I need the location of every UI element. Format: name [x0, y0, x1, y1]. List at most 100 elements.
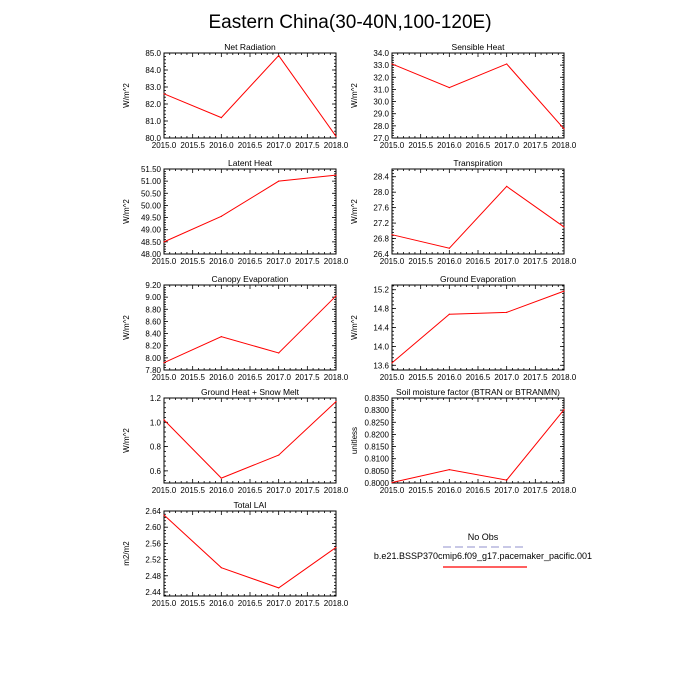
y-axis-label: W/m^2	[122, 315, 131, 340]
y-tick-label: 2.64	[145, 507, 161, 516]
y-tick-label: 34.0	[373, 49, 389, 58]
x-tick-label: 2016.5	[238, 257, 263, 266]
plot-frame	[163, 52, 337, 139]
data-point	[563, 226, 565, 228]
series-line	[163, 174, 337, 243]
x-tick-label: 2016.0	[209, 141, 234, 150]
y-tick-label: 26.4	[373, 250, 389, 259]
y-tick-label: 80.0	[145, 134, 161, 143]
series-line	[163, 514, 337, 589]
y-tick-label: 1.2	[150, 394, 162, 403]
data-point	[563, 128, 565, 130]
x-tick-label: 2015.5	[180, 373, 205, 382]
data-point	[506, 479, 508, 481]
x-tick-label: 2017.5	[295, 599, 320, 608]
y-tick-label: 28.0	[373, 188, 389, 197]
series-line	[391, 409, 565, 483]
x-tick-label: 2017.5	[523, 257, 548, 266]
y-tick-label: 28.0	[373, 122, 389, 131]
x-tick-label: 2015.0	[152, 141, 177, 150]
y-tick-label: 84.0	[145, 66, 161, 75]
x-tick-label: 2017.5	[295, 141, 320, 150]
y-tick-label: 0.6	[150, 467, 162, 476]
data-point	[563, 409, 565, 411]
x-tick-label: 2017.0	[494, 373, 519, 382]
x-tick-label: 2015.5	[408, 141, 433, 150]
x-tick-label: 2018.0	[552, 486, 577, 495]
x-tick-label: 2017.0	[266, 141, 291, 150]
data-point	[220, 567, 222, 569]
data-point	[448, 87, 450, 89]
y-tick-label: 27.6	[373, 204, 389, 213]
x-tick-label: 2015.5	[408, 373, 433, 382]
x-tick-label: 2015.0	[380, 486, 405, 495]
x-tick-label: 2016.0	[437, 141, 462, 150]
data-point	[335, 546, 337, 549]
panel-total-lai: Total LAI 2015.0 2015.5 2016.0 2016.5 2017.0 2…	[122, 500, 349, 608]
x-tick-label: 2015.0	[152, 257, 177, 266]
data-point	[163, 362, 165, 364]
x-tick-label: 2018.0	[552, 141, 577, 150]
x-tick-label: 2018.0	[324, 257, 349, 266]
y-tick-label: 83.0	[145, 83, 161, 92]
y-tick-label: 0.8300	[365, 406, 390, 415]
y-tick-label: 26.8	[373, 235, 389, 244]
data-point	[563, 290, 565, 292]
x-tick-label: 2017.0	[266, 257, 291, 266]
y-tick-label: 0.8150	[365, 443, 390, 452]
panel-ground-heat-snow-melt: Ground Heat + Snow Melt 2015.0 2015.5 2016.…	[122, 387, 349, 495]
data-point	[335, 295, 337, 297]
plot-frame	[163, 397, 337, 484]
data-point	[448, 247, 450, 249]
data-point	[506, 63, 508, 65]
x-tick-label: 2017.5	[295, 486, 320, 495]
data-point	[448, 313, 450, 315]
y-axis-label: unitless	[350, 427, 359, 454]
y-tick-label: 8.00	[145, 354, 161, 363]
panel-soil-moisture-factor-btran-or-btranmn: Soil moisture factor (BTRAN or BTRANMN) 2…	[350, 387, 577, 495]
y-tick-label: 0.8350	[365, 394, 390, 403]
x-tick-label: 2017.0	[266, 373, 291, 382]
y-tick-label: 13.6	[373, 361, 389, 370]
data-point	[278, 587, 280, 589]
y-axis-label: W/m^2	[350, 199, 359, 224]
x-tick-label: 2017.5	[295, 373, 320, 382]
data-point	[220, 117, 222, 119]
y-tick-label: 14.4	[373, 324, 389, 333]
y-axis-label: m2/m2	[122, 541, 131, 566]
panel-title: Ground Evaporation	[440, 274, 516, 284]
data-point	[220, 215, 222, 217]
y-tick-label: 9.00	[145, 293, 161, 302]
y-axis-label: W/m^2	[122, 199, 131, 224]
panel-title: Ground Heat + Snow Melt	[201, 387, 300, 397]
y-tick-label: 0.8200	[365, 430, 390, 439]
data-point	[335, 174, 337, 176]
y-tick-label: 0.8000	[365, 479, 390, 488]
x-tick-label: 2018.0	[324, 373, 349, 382]
y-axis-label: W/m^2	[350, 83, 359, 108]
y-axis-label: W/m^2	[350, 315, 359, 340]
panel-title: Canopy Evaporation	[211, 274, 288, 284]
x-tick-label: 2018.0	[552, 373, 577, 382]
y-tick-label: 0.8100	[365, 455, 390, 464]
x-tick-label: 2016.0	[437, 257, 462, 266]
panel-title: Net Radiation	[224, 42, 276, 52]
data-point	[391, 481, 393, 484]
data-point	[278, 454, 280, 456]
y-tick-label: 2.52	[145, 556, 161, 565]
y-tick-label: 2.60	[145, 523, 161, 532]
y-tick-label: 27.0	[373, 134, 389, 143]
plot-frame	[391, 397, 565, 484]
y-tick-label: 0.8050	[365, 467, 390, 476]
data-point	[220, 336, 222, 338]
x-tick-label: 2015.0	[152, 599, 177, 608]
y-tick-label: 81.0	[145, 117, 161, 126]
x-tick-label: 2016.5	[238, 486, 263, 495]
x-tick-label: 2017.0	[494, 257, 519, 266]
y-tick-label: 50.50	[141, 189, 162, 198]
